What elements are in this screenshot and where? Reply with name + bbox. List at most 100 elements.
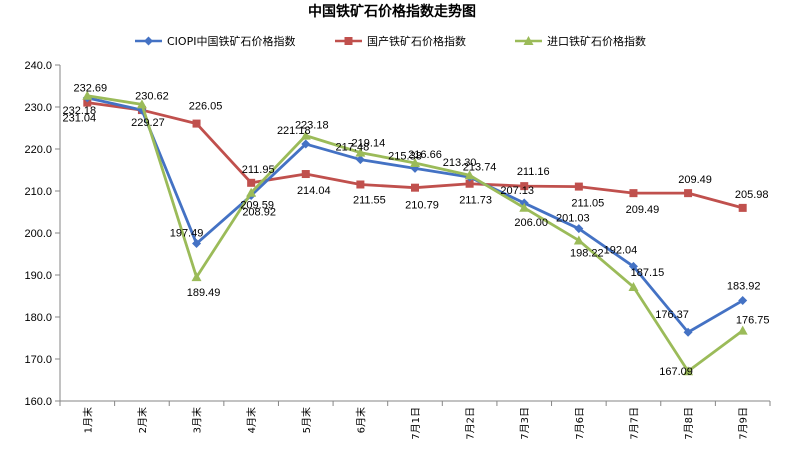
y-tick-label: 210.0 xyxy=(24,186,52,198)
data-label: 211.95 xyxy=(242,164,275,176)
data-point xyxy=(520,182,529,191)
x-tick-label: 7月1日 xyxy=(410,407,422,440)
data-point xyxy=(574,182,583,191)
data-point xyxy=(410,158,420,168)
y-tick-label: 200.0 xyxy=(24,228,52,240)
data-label: 213.74 xyxy=(463,161,497,173)
data-point xyxy=(519,202,530,212)
x-tick-label: 7月3日 xyxy=(519,407,531,440)
y-tick-label: 220.0 xyxy=(24,144,52,156)
y-tick-label: 170.0 xyxy=(24,354,52,366)
data-point xyxy=(465,179,474,188)
data-point xyxy=(683,366,694,376)
data-point xyxy=(356,180,365,189)
data-label: 216.66 xyxy=(408,149,442,161)
data-point xyxy=(136,99,147,109)
data-point xyxy=(628,261,638,271)
data-label: 211.55 xyxy=(353,194,386,206)
data-label: 207.13 xyxy=(500,185,534,197)
data-point xyxy=(738,296,748,306)
legend-marker xyxy=(144,36,153,46)
data-label: 211.16 xyxy=(517,166,550,178)
x-tick-label: 4月末 xyxy=(245,407,258,433)
data-point xyxy=(300,130,311,140)
chart-title: 中国铁矿石价格指数走势图 xyxy=(308,3,476,20)
y-tick-label: 160.0 xyxy=(24,396,52,408)
data-point xyxy=(247,178,256,187)
data-label: 201.03 xyxy=(556,213,590,225)
data-point xyxy=(629,189,638,198)
y-tick-label: 180.0 xyxy=(24,312,52,324)
data-label: 211.73 xyxy=(459,195,492,207)
legend-label: 国产铁矿石价格指数 xyxy=(367,34,466,48)
data-label: 176.37 xyxy=(655,309,689,321)
data-point xyxy=(464,170,475,180)
data-label: 187.15 xyxy=(631,267,665,279)
data-label: 219.14 xyxy=(352,138,386,150)
data-label: 232.69 xyxy=(73,83,107,95)
legend-label: CIOPI中国铁矿石价格指数 xyxy=(167,34,295,48)
data-point xyxy=(246,187,257,197)
data-label: 232.18 xyxy=(62,105,96,117)
data-point xyxy=(191,272,202,282)
data-label: 214.04 xyxy=(297,185,331,197)
data-point xyxy=(573,235,584,245)
data-label: 192.04 xyxy=(604,244,638,256)
data-point xyxy=(737,325,748,335)
data-point xyxy=(574,224,584,234)
data-point xyxy=(192,239,202,249)
data-label: 229.27 xyxy=(131,117,165,129)
data-point xyxy=(83,98,92,107)
data-label: 231.04 xyxy=(62,113,96,125)
data-point xyxy=(684,189,693,198)
data-label: 217.48 xyxy=(336,142,370,154)
data-point xyxy=(355,147,366,157)
data-label: 208.92 xyxy=(242,207,276,219)
x-tick-label: 5月末 xyxy=(300,407,313,433)
x-tick-label: 7月9日 xyxy=(738,407,750,440)
x-tick-label: 7月8日 xyxy=(683,407,695,440)
data-label: 176.75 xyxy=(736,315,770,327)
data-label: 167.09 xyxy=(659,366,693,378)
legend-label: 进口铁矿石价格指数 xyxy=(547,34,646,48)
data-point xyxy=(738,203,747,212)
data-point xyxy=(355,155,365,165)
data-label: 230.62 xyxy=(135,90,169,102)
data-point xyxy=(301,170,310,179)
data-label: 189.49 xyxy=(187,287,221,299)
x-tick-label: 1月末 xyxy=(81,407,94,433)
chart-axes: 160.0 170.0 180.0 190.0 200.0 210.0 220.0 230.0… xyxy=(24,60,771,440)
legend-marker xyxy=(344,37,353,45)
data-label: 223.18 xyxy=(295,120,329,132)
chart-legend: CIOPI中国铁矿石价格指数 国产铁矿石价格指数 进口铁矿石价格指数 xyxy=(135,34,646,48)
x-tick-label: 2月末 xyxy=(136,407,149,433)
data-label: 209.59 xyxy=(240,200,274,212)
data-point xyxy=(301,139,311,149)
data-label: 209.49 xyxy=(626,204,660,216)
data-label: 206.00 xyxy=(514,217,548,229)
x-tick-label: 7月2日 xyxy=(465,407,477,440)
data-label: 215.38 xyxy=(388,150,422,162)
data-label: 211.05 xyxy=(571,198,604,210)
x-tick-label: 3月末 xyxy=(191,407,204,433)
x-tick-label: 7月7日 xyxy=(628,407,640,440)
data-label: 226.05 xyxy=(189,101,223,113)
data-point xyxy=(82,90,93,100)
chart-series xyxy=(82,90,748,376)
data-point xyxy=(411,183,419,192)
data-point xyxy=(192,119,201,128)
data-label: 198.22 xyxy=(570,247,604,259)
data-label: 197.49 xyxy=(170,228,204,240)
data-point xyxy=(683,327,693,337)
legend-marker xyxy=(523,36,534,45)
y-tick-label: 240.0 xyxy=(24,60,52,72)
y-tick-label: 230.0 xyxy=(24,102,52,114)
data-label: 213.30 xyxy=(443,157,477,169)
data-label: 205.98 xyxy=(735,189,769,201)
data-label: 209.49 xyxy=(678,174,712,186)
x-tick-label: 6月末 xyxy=(354,407,367,433)
chart-data-labels: 232.18 229.27 197.49 208.92 221.18 217.48 215.… xyxy=(62,83,769,379)
data-label: 210.79 xyxy=(405,200,439,212)
data-label: 183.92 xyxy=(727,281,761,293)
